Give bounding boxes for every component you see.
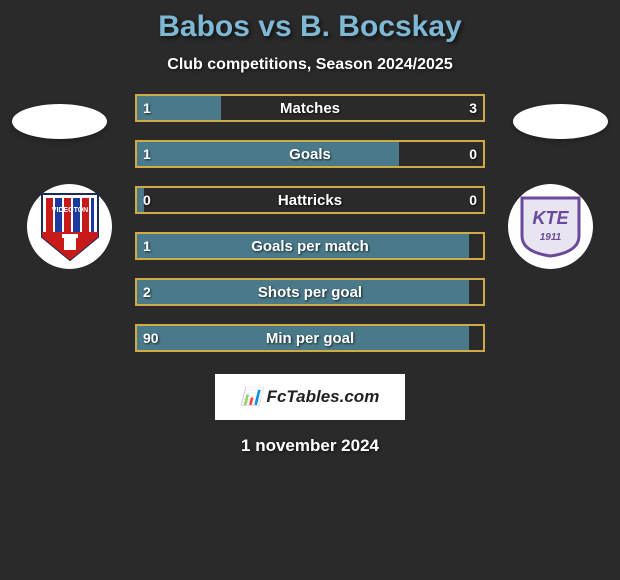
bar-fill — [137, 234, 469, 258]
stat-row: 1Goals per match — [135, 232, 485, 260]
stats-bars: 13Matches10Goals00Hattricks1Goals per ma… — [135, 94, 485, 352]
svg-text:VIDEOTON: VIDEOTON — [51, 207, 87, 214]
videoton-crest-icon: VIDEOTON — [40, 192, 100, 262]
svg-text:1911: 1911 — [540, 232, 562, 243]
stat-row: 00Hattricks — [135, 186, 485, 214]
ellipse-left-decoration — [12, 104, 107, 139]
ellipse-right-decoration — [513, 104, 608, 139]
stat-row: 90Min per goal — [135, 324, 485, 352]
bar-fill — [137, 326, 469, 350]
bar-fill — [137, 142, 399, 166]
stat-row: 10Goals — [135, 140, 485, 168]
footer-date: 1 november 2024 — [10, 436, 610, 456]
team-badge-left: VIDEOTON — [27, 184, 112, 269]
stat-row: 13Matches — [135, 94, 485, 122]
stat-right-value: 3 — [469, 94, 477, 122]
fctables-logo-text: 📊 FcTables.com — [241, 387, 380, 407]
stat-right-value: 0 — [469, 186, 477, 214]
svg-text:KTE: KTE — [533, 208, 570, 228]
kte-crest-icon: KTE 1911 — [518, 194, 583, 259]
stat-left-value: 90 — [143, 324, 159, 352]
team-badge-right: KTE 1911 — [508, 184, 593, 269]
page-title: Babos vs B. Bocskay — [0, 10, 620, 44]
fctables-logo[interactable]: 📊 FcTables.com — [215, 374, 405, 420]
bar-track — [135, 186, 485, 214]
stat-left-value: 1 — [143, 140, 151, 168]
main-area: VIDEOTON KTE 1911 13Matches10Goals00Hatt… — [0, 94, 620, 456]
stat-left-value: 1 — [143, 232, 151, 260]
subtitle: Club competitions, Season 2024/2025 — [0, 56, 620, 74]
stat-right-value: 0 — [469, 140, 477, 168]
stat-row: 2Shots per goal — [135, 278, 485, 306]
comparison-panel: Babos vs B. Bocskay Club competitions, S… — [0, 0, 620, 580]
stat-left-value: 1 — [143, 94, 151, 122]
stat-left-value: 2 — [143, 278, 151, 306]
bar-fill — [137, 280, 469, 304]
stat-left-value: 0 — [143, 186, 151, 214]
